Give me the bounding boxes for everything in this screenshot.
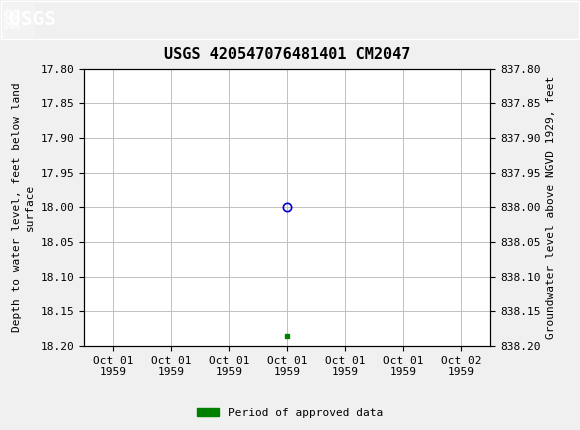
Y-axis label: Depth to water level, feet below land
surface: Depth to water level, feet below land su… xyxy=(12,83,35,332)
Text: ▓: ▓ xyxy=(3,10,18,29)
Bar xyxy=(1,3,35,37)
Legend: Period of approved data: Period of approved data xyxy=(193,403,387,422)
Title: USGS 420547076481401 CM2047: USGS 420547076481401 CM2047 xyxy=(164,47,410,62)
Text: USGS: USGS xyxy=(9,10,56,29)
Y-axis label: Groundwater level above NGVD 1929, feet: Groundwater level above NGVD 1929, feet xyxy=(546,76,556,339)
